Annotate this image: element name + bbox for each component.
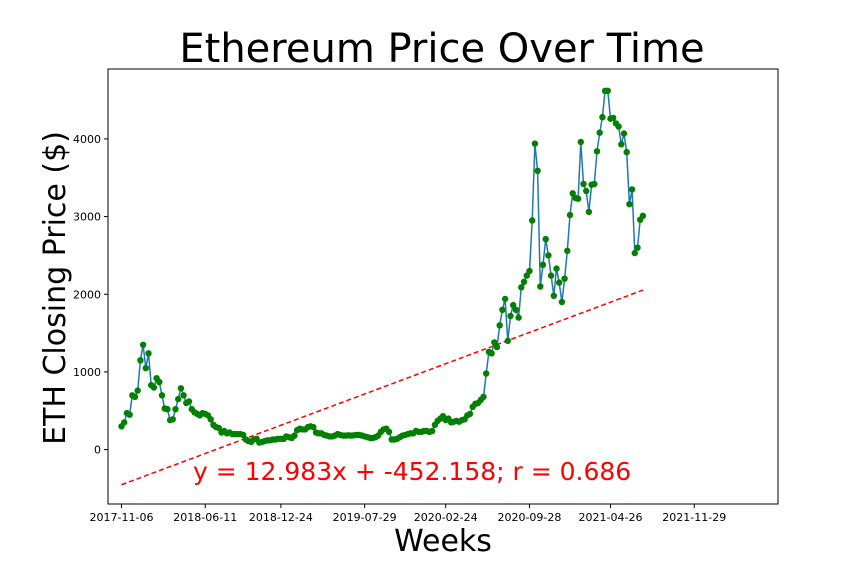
x-tick-label: 2021-11-29 bbox=[662, 511, 726, 524]
x-tick-label: 2018-12-24 bbox=[249, 511, 313, 524]
data-point bbox=[561, 275, 568, 282]
price-line bbox=[120, 90, 644, 444]
data-point bbox=[577, 138, 584, 146]
data-point bbox=[496, 322, 503, 329]
data-point bbox=[618, 141, 625, 148]
data-point bbox=[121, 419, 128, 426]
data-point bbox=[507, 312, 514, 320]
data-point bbox=[574, 195, 582, 202]
y-tick-label: 3000 bbox=[73, 211, 101, 224]
data-point bbox=[556, 279, 563, 286]
data-point bbox=[545, 252, 552, 259]
data-point bbox=[539, 261, 547, 268]
data-point bbox=[499, 306, 506, 313]
x-tick-label: 2020-09-28 bbox=[497, 511, 561, 524]
data-point bbox=[207, 416, 214, 423]
data-point bbox=[620, 130, 628, 137]
data-point bbox=[564, 247, 571, 254]
y-tick-label: 2000 bbox=[73, 288, 101, 301]
data-point bbox=[596, 129, 603, 136]
data-point bbox=[126, 411, 133, 418]
data-point bbox=[466, 410, 474, 418]
chart-title: Ethereum Price Over Time bbox=[179, 26, 704, 72]
data-point bbox=[480, 393, 487, 400]
data-point bbox=[553, 265, 560, 272]
data-point bbox=[520, 278, 528, 285]
data-point bbox=[291, 432, 298, 439]
data-point bbox=[177, 385, 185, 392]
y-tick-label: 1000 bbox=[73, 366, 101, 379]
data-point bbox=[156, 378, 163, 386]
data-point bbox=[634, 244, 641, 251]
x-tick-label: 2020-02-24 bbox=[414, 511, 478, 524]
x-axis-label: Weeks bbox=[394, 524, 492, 559]
data-point bbox=[504, 337, 511, 345]
data-point bbox=[631, 249, 638, 257]
data-point bbox=[150, 384, 158, 391]
data-point bbox=[558, 298, 566, 306]
data-point bbox=[510, 301, 517, 309]
data-point bbox=[534, 167, 541, 174]
x-tick-label: 2019-07-29 bbox=[333, 511, 397, 524]
data-point bbox=[310, 423, 317, 431]
x-tick-label: 2021-04-26 bbox=[579, 511, 643, 524]
data-point bbox=[526, 267, 533, 275]
data-point bbox=[164, 406, 171, 413]
data-point bbox=[518, 284, 525, 291]
data-point bbox=[639, 212, 647, 219]
data-point bbox=[145, 350, 152, 357]
data-point bbox=[491, 339, 498, 346]
data-point bbox=[537, 283, 544, 290]
data-point bbox=[175, 395, 182, 403]
data-point bbox=[483, 370, 490, 377]
data-point bbox=[385, 428, 393, 435]
data-point bbox=[591, 180, 598, 188]
data-point bbox=[615, 123, 622, 130]
data-point bbox=[512, 306, 520, 313]
data-point bbox=[542, 235, 549, 243]
data-point bbox=[158, 392, 166, 399]
data-point bbox=[626, 201, 633, 208]
data-point bbox=[599, 114, 606, 121]
data-point bbox=[169, 416, 176, 423]
data-point bbox=[139, 341, 147, 348]
data-point bbox=[185, 398, 193, 405]
data-point bbox=[172, 406, 179, 413]
data-point bbox=[531, 140, 539, 147]
y-tick-label: 4000 bbox=[73, 133, 101, 146]
data-point bbox=[585, 208, 593, 216]
data-point bbox=[550, 292, 557, 299]
data-point bbox=[593, 148, 601, 155]
data-point bbox=[628, 186, 636, 193]
data-point bbox=[604, 87, 611, 95]
plot-area: 2017-11-06 2018-06-11 2018-12-24 2019-07-29… bbox=[73, 68, 779, 524]
x-tick-label: 2017-11-06 bbox=[90, 511, 154, 524]
data-point bbox=[547, 272, 555, 279]
data-point bbox=[488, 350, 495, 357]
data-point bbox=[180, 392, 187, 399]
y-tick-label: 0 bbox=[94, 444, 101, 457]
data-point bbox=[566, 211, 574, 219]
data-point bbox=[529, 217, 536, 224]
data-point bbox=[493, 343, 501, 351]
data-point bbox=[137, 357, 144, 364]
plot-frame bbox=[107, 68, 779, 505]
x-tick-label: 2018-06-11 bbox=[173, 511, 237, 524]
data-point bbox=[515, 314, 522, 321]
data-point bbox=[583, 187, 590, 195]
regression-line bbox=[121, 289, 644, 486]
y-axis-label: ETH Closing Price ($) bbox=[38, 131, 73, 445]
data-point bbox=[429, 427, 436, 435]
data-point bbox=[610, 114, 617, 122]
regression-annotation: y = 12.983x + -452.158; r = 0.686 bbox=[193, 457, 631, 486]
data-point bbox=[623, 148, 630, 156]
data-point bbox=[580, 180, 587, 188]
data-point bbox=[134, 387, 141, 394]
data-point bbox=[131, 393, 139, 400]
data-point bbox=[142, 364, 149, 372]
data-point bbox=[501, 295, 509, 303]
